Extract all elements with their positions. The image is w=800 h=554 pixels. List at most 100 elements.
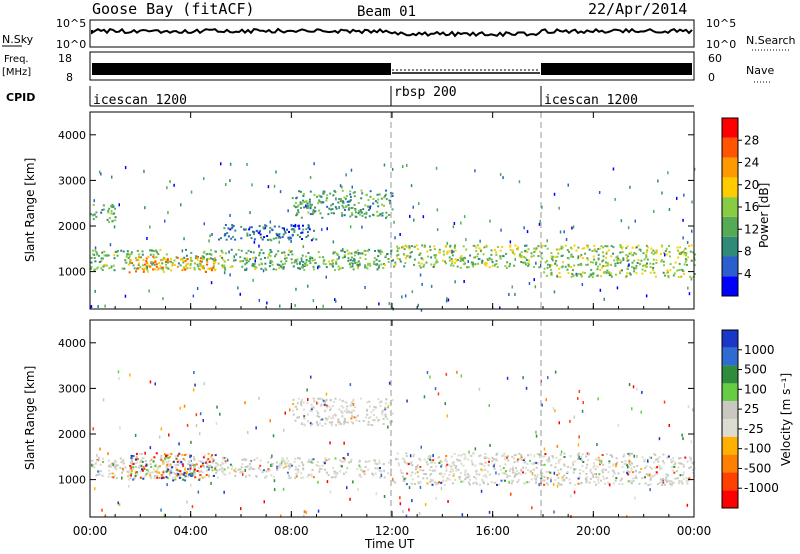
- data-cell: [450, 465, 453, 468]
- data-cell: [546, 476, 549, 479]
- data-cell: [525, 259, 528, 261]
- data-cell: [142, 264, 145, 267]
- data-cell: [308, 458, 310, 461]
- data-cell: [395, 458, 397, 461]
- data-cell: [109, 243, 112, 247]
- data-cell: [549, 264, 551, 267]
- data-cell: [682, 236, 684, 240]
- data-cell: [445, 470, 448, 472]
- data-cell: [107, 465, 110, 468]
- data-cell: [380, 197, 383, 200]
- data-cell: [317, 202, 320, 205]
- data-cell: [411, 478, 414, 481]
- data-cell: [350, 207, 353, 209]
- data-cell: [137, 262, 140, 265]
- data-cell: [364, 266, 367, 269]
- data-cell: [594, 468, 597, 471]
- data-cell: [168, 472, 171, 475]
- colorbar-tick-label: 16: [744, 200, 759, 214]
- date-title: 22/Apr/2014: [588, 0, 687, 18]
- data-cell: [433, 248, 436, 251]
- data-cell: [435, 254, 438, 257]
- data-cell: [310, 475, 313, 478]
- data-cell: [493, 458, 496, 461]
- data-cell: [341, 189, 344, 192]
- data-cell: [468, 450, 470, 454]
- data-cell: [334, 269, 336, 272]
- data-cell: [645, 254, 648, 257]
- data-cell: [329, 490, 332, 494]
- data-cell: [350, 458, 353, 461]
- data-cell: [453, 246, 456, 248]
- data-cell: [664, 250, 667, 252]
- data-cell: [518, 458, 521, 461]
- data-cell: [155, 470, 158, 473]
- data-cell: [90, 267, 92, 270]
- data-cell: [523, 226, 525, 230]
- data-cell: [424, 503, 427, 507]
- data-cell: [412, 455, 415, 458]
- data-cell: [558, 421, 560, 425]
- data-cell: [669, 255, 671, 258]
- data-cell: [533, 250, 536, 253]
- data-cell: [258, 298, 261, 302]
- data-cell: [682, 471, 685, 474]
- data-cell: [342, 206, 345, 209]
- data-cell: [112, 205, 115, 208]
- data-cell: [567, 465, 570, 468]
- data-cell: [310, 403, 313, 406]
- data-cell: [626, 471, 629, 474]
- data-cell: [440, 464, 443, 466]
- data-cell: [215, 421, 218, 425]
- data-cell: [149, 380, 152, 384]
- data-cell: [328, 421, 331, 424]
- data-cell: [164, 457, 166, 461]
- data-cell: [390, 249, 393, 252]
- data-cell: [291, 409, 294, 412]
- data-cell: [660, 467, 663, 470]
- data-cell: [686, 503, 689, 507]
- data-cell: [153, 250, 156, 253]
- data-cell: [520, 456, 523, 459]
- y-tick-label: 2000: [58, 428, 86, 441]
- data-cell: [250, 250, 252, 253]
- data-cell: [539, 250, 542, 253]
- data-cell: [496, 266, 499, 268]
- data-cell: [242, 470, 245, 473]
- data-cell: [111, 203, 114, 206]
- data-cell: [520, 256, 523, 259]
- data-cell: [580, 275, 583, 278]
- data-cell: [419, 481, 422, 484]
- data-cell: [180, 476, 183, 479]
- data-cell: [127, 263, 130, 266]
- data-cell: [183, 459, 186, 462]
- data-cell: [101, 508, 103, 512]
- data-cell: [253, 233, 255, 235]
- data-cell: [384, 193, 387, 196]
- data-cell: [678, 251, 681, 254]
- data-cell: [513, 475, 516, 478]
- data-cell: [152, 460, 155, 463]
- data-cell: [509, 245, 512, 248]
- data-cell: [469, 254, 472, 257]
- data-cell: [369, 264, 372, 267]
- data-cell: [176, 468, 179, 471]
- data-cell: [526, 463, 529, 465]
- data-cell: [217, 262, 220, 265]
- data-cell: [687, 405, 690, 409]
- data-cell: [308, 460, 311, 463]
- data-cell: [550, 257, 553, 260]
- data-cell: [378, 250, 381, 253]
- data-cell: [232, 235, 234, 238]
- data-cell: [475, 477, 478, 480]
- data-cell: [327, 474, 330, 477]
- data-cell: [269, 251, 272, 254]
- data-cell: [420, 445, 422, 449]
- data-cell: [170, 452, 173, 455]
- data-cell: [614, 479, 617, 482]
- data-cell: [366, 408, 369, 411]
- data-cell: [231, 265, 234, 268]
- y-tick-label: 1000: [58, 266, 86, 279]
- data-cell: [293, 224, 295, 227]
- data-cell: [243, 228, 246, 231]
